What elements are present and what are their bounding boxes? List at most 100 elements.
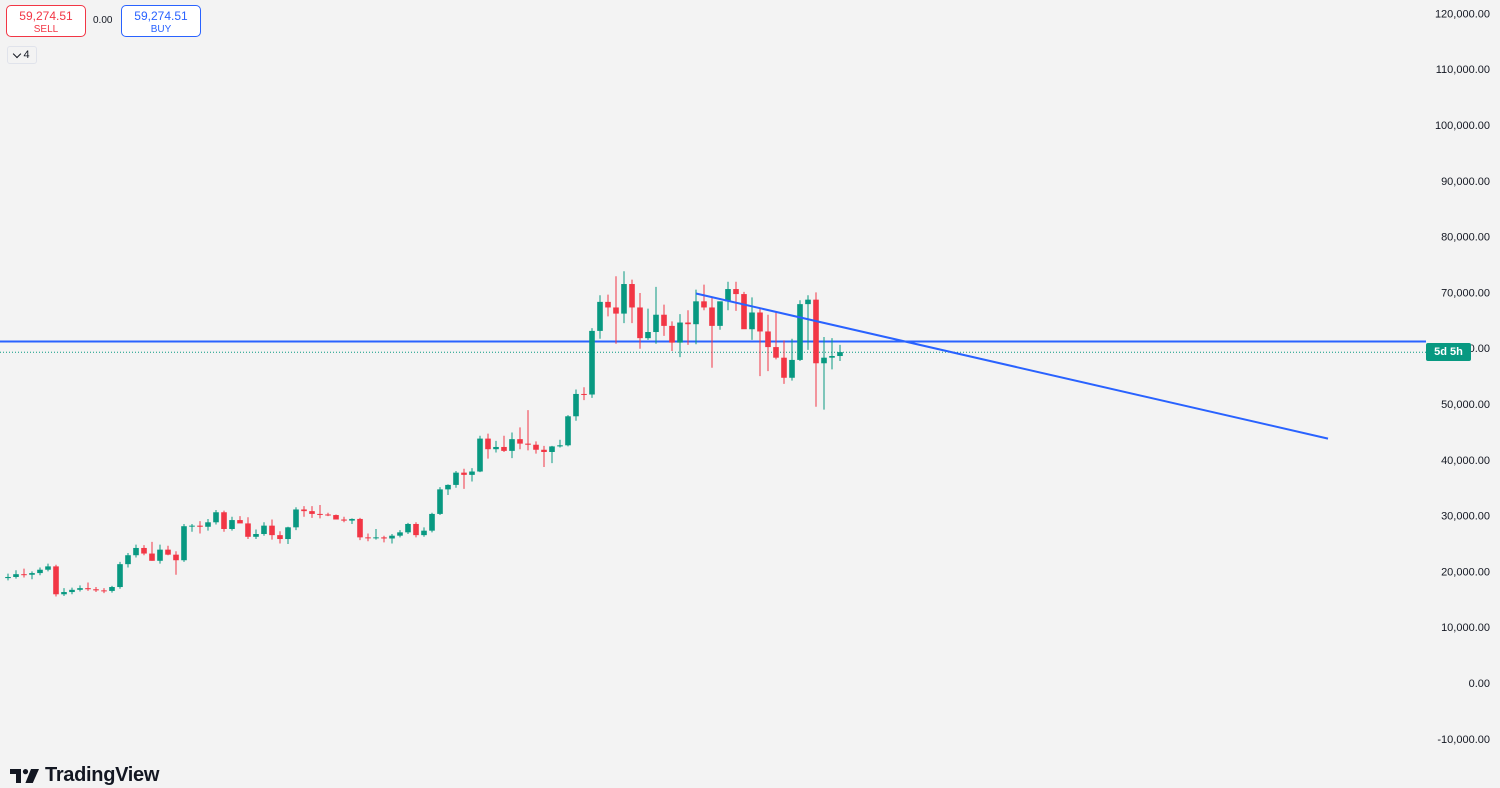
candle-body	[677, 322, 683, 343]
price-axis-tick: 0.00	[1469, 678, 1490, 690]
sell-label: SELL	[33, 24, 59, 35]
price-axis-tick: 100,000.00	[1435, 120, 1490, 132]
tradingview-logo-icon	[10, 768, 39, 783]
candle-body	[429, 513, 435, 531]
chevron-down-icon	[13, 49, 22, 58]
candle-body	[717, 301, 723, 326]
candle-body	[37, 569, 43, 574]
candle-body	[221, 512, 227, 529]
candle-body	[725, 289, 731, 302]
candle-body	[573, 393, 579, 417]
candle-body	[341, 519, 347, 521]
candle-body	[101, 590, 107, 592]
candle-body	[213, 512, 219, 523]
candles-group	[5, 271, 843, 597]
candle-body	[165, 549, 171, 555]
candle-body	[629, 284, 635, 308]
price-axis-tick: -10,000.00	[1437, 734, 1490, 746]
candle-body	[357, 518, 363, 538]
price-axis-tick: 90,000.00	[1441, 176, 1490, 188]
candle-body	[13, 574, 19, 577]
candle-body	[461, 472, 467, 475]
candle-body	[365, 537, 371, 539]
candle-body	[781, 357, 787, 378]
candle-body	[565, 416, 571, 446]
indicators-count: 4	[23, 49, 30, 61]
price-axis-tick: 10,000.00	[1441, 622, 1490, 634]
price-axis-tick: 40,000.00	[1441, 455, 1490, 467]
candle-body	[733, 289, 739, 295]
candle-body	[661, 314, 667, 326]
candle-body	[125, 555, 131, 565]
candle-body	[485, 438, 491, 450]
sell-price: 59,274.51	[19, 9, 73, 23]
candle-body	[813, 299, 819, 364]
candle-body	[581, 393, 587, 395]
candle-body	[317, 513, 323, 515]
price-axis-tick: 70,000.00	[1441, 287, 1490, 299]
candle-body	[557, 445, 563, 447]
candle-body	[173, 554, 179, 561]
tradingview-logo[interactable]: TradingView	[10, 764, 159, 787]
candle-body	[749, 312, 755, 330]
candle-body	[821, 357, 827, 364]
candle-body	[197, 525, 203, 527]
candle-body	[109, 587, 115, 591]
candle-body	[509, 439, 515, 451]
candle-body	[157, 549, 163, 561]
candle-body	[621, 284, 627, 314]
candle-body	[413, 523, 419, 536]
candle-body	[373, 537, 379, 539]
candle-body	[349, 518, 355, 521]
candle-body	[437, 489, 443, 514]
candle-body	[589, 330, 595, 395]
candle-body	[149, 553, 155, 561]
candle-body	[61, 592, 67, 595]
candle-body	[269, 525, 275, 536]
candle-body	[741, 294, 747, 330]
candle-body	[181, 526, 187, 561]
candle-body	[477, 438, 483, 472]
candle-body	[797, 304, 803, 360]
trend-line[interactable]	[695, 292, 1329, 440]
candle-body	[653, 314, 659, 333]
candle-body	[189, 525, 195, 527]
candle-body	[773, 347, 779, 358]
candle-body	[333, 515, 339, 520]
candle-body	[789, 359, 795, 378]
candle-body	[613, 307, 619, 314]
candle-body	[405, 523, 411, 533]
candle-body	[261, 525, 267, 535]
candle-body	[21, 574, 27, 576]
candle-body	[301, 509, 307, 512]
candle-body	[597, 301, 603, 331]
candle-body	[5, 576, 11, 579]
candle-body	[693, 301, 699, 325]
candle-body	[805, 299, 811, 305]
candle-body	[837, 352, 843, 357]
candle-body	[381, 537, 387, 539]
price-axis-tick: 110,000.00	[1436, 64, 1490, 76]
price-axis[interactable]: 120,000.00 110,000.00 100,000.00 90,000.00 8…	[1435, 8, 1490, 745]
candle-body	[389, 535, 395, 539]
brand-name: TradingView	[45, 764, 160, 786]
candle-body	[133, 547, 139, 556]
candle-body	[285, 527, 291, 540]
sell-button[interactable]: 59,274.51 SELL	[6, 5, 86, 37]
countdown-badge: 5d 5h	[1426, 343, 1471, 361]
candle-body	[605, 301, 611, 308]
buy-button[interactable]: 59,274.51 BUY	[121, 5, 201, 37]
candle-body	[637, 307, 643, 339]
candle-body	[117, 564, 123, 588]
candle-body	[709, 307, 715, 326]
candle-body	[469, 471, 475, 475]
candle-body	[141, 547, 147, 554]
candle-body	[205, 522, 211, 527]
candle-body	[245, 523, 251, 537]
buy-label: BUY	[150, 24, 172, 35]
price-axis-tick: 20,000.00	[1441, 566, 1490, 578]
candle-body	[493, 446, 499, 450]
indicators-collapse-button[interactable]: 4	[7, 46, 37, 64]
candle-body	[29, 573, 35, 575]
